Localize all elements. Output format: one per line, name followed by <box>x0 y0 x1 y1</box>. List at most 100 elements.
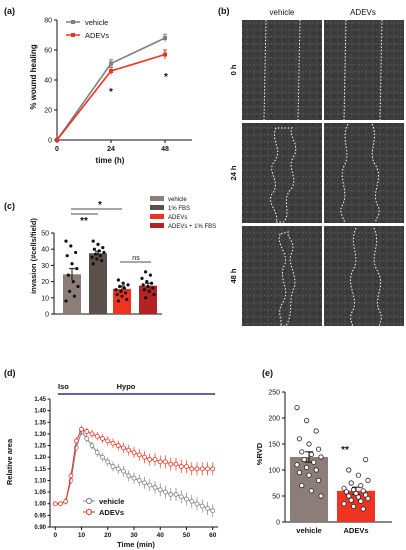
panel-c-datapoint <box>144 296 148 300</box>
panel-c-annotation-3: ns <box>132 255 140 262</box>
legend-swatch-1fbs <box>150 205 164 210</box>
panel-d-point-adevs <box>58 501 63 507</box>
panel-c-datapoint <box>126 283 130 287</box>
panel-d: (d) Iso Hypo 0.90 0.95 1.00 1.05 1.10 1.15 1.2… <box>4 368 218 549</box>
panel-a-legend: vehicle ADEVs <box>66 18 109 40</box>
panel-c-datapoint <box>95 257 99 261</box>
wound-edge-adevs-24h-right <box>371 123 380 224</box>
condition-label-iso: Iso <box>58 382 69 391</box>
panel-d-point-vehicle <box>152 485 158 490</box>
panel-d-ytick-label: 1.00 <box>34 502 46 508</box>
panel-d-point-vehicle <box>189 498 195 504</box>
panel-b-row-48h: 48 h <box>229 268 238 283</box>
panel-d-ytick-label: 0.95 <box>34 513 46 519</box>
panel-c-datapoint <box>68 289 72 293</box>
panel-e-datapoint <box>299 449 305 455</box>
panel-e-datapoint <box>355 472 361 478</box>
panel-d-point-adevs <box>152 457 158 462</box>
panel-c-datapoint <box>76 284 80 289</box>
panel-d-point-adevs <box>147 457 153 462</box>
panel-e-datapoint <box>315 446 322 452</box>
panel-d-ytick-label: 1.40 <box>34 409 46 415</box>
panel-e-datapoint <box>341 485 347 491</box>
panel-e-datapoint <box>350 487 357 493</box>
panel-e-datapoint <box>303 464 310 470</box>
panel-e-datapoint <box>360 506 366 512</box>
panel-e-datapoint <box>308 488 314 494</box>
micrograph-vehicle-24h <box>242 123 322 223</box>
panel-d-point-vehicle <box>89 443 95 448</box>
panel-c-ytick-label: 20 <box>41 279 49 286</box>
panel-e-datapoint <box>353 490 359 496</box>
panel-e-datapoint <box>358 498 364 504</box>
panel-c-label: (c) <box>4 201 15 211</box>
panel-e-datapoint <box>308 451 314 457</box>
panel-d-point-adevs <box>199 466 205 472</box>
panel-c-ylabel: invasion (#cells/field) <box>29 218 38 294</box>
panel-d-point-vehicle <box>194 501 200 507</box>
panel-a-axes <box>56 20 192 141</box>
panel-c-datapoint <box>102 250 106 255</box>
panel-a-ytick-label: 80 <box>44 18 52 25</box>
panel-d-axes: 0.90 0.95 1.00 1.05 1.10 1.15 1.20 1.25 1.30 1.35… <box>34 397 218 539</box>
panel-c-datapoint <box>101 245 105 250</box>
panel-e-datapoint <box>313 467 319 473</box>
panel-a-point-adevs <box>163 52 167 57</box>
panel-d-point-vehicle <box>84 436 90 441</box>
panel-c-datapoint <box>121 281 125 285</box>
panel-c-datapoint <box>146 284 150 289</box>
panel-c-datapoint <box>145 280 149 284</box>
panel-a-series <box>55 33 167 142</box>
panel-d-xtick-label: 30 <box>130 532 138 539</box>
panel-e-xtick-label: vehicle <box>296 526 321 535</box>
panel-c-bars <box>63 239 157 314</box>
wound-edge-vehicle-48h <box>278 231 296 327</box>
panel-d-ytick-label: 1.25 <box>34 444 46 450</box>
wound-edge-vehicle-0h-right <box>297 19 301 121</box>
panel-e-datapoint <box>348 480 354 486</box>
panel-e-ytick-label: 250 <box>268 390 280 397</box>
panel-d-point-vehicle <box>94 450 100 455</box>
panel-c-datapoint <box>75 267 79 271</box>
panel-e-annotation: ** <box>341 445 349 456</box>
panel-c-ytick-label: 50 <box>41 231 49 238</box>
legend-label-1fbs: 1% FBS <box>168 206 190 212</box>
panel-c-bar <box>89 253 107 314</box>
panel-d-point-adevs <box>173 461 179 467</box>
panel-d-xtick-label: 50 <box>183 532 191 539</box>
panel-a-point-vehicle <box>163 36 167 40</box>
panel-b-label: (b) <box>218 6 230 16</box>
panel-d-point-adevs <box>168 461 174 467</box>
legend-label-adevs: ADEVs <box>168 215 187 221</box>
panel-e-ytick-label: 0 <box>276 520 280 527</box>
panel-c-legend: vehicle 1% FBS ADEVs ADEVs + 1% FBS <box>150 196 216 230</box>
panel-d-point-vehicle <box>126 473 132 479</box>
panel-d-point-vehicle <box>110 464 116 469</box>
panel-e-datapoint <box>315 477 322 483</box>
panel-c-datapoint <box>70 262 74 266</box>
panel-a-ytick-label: 0 <box>48 138 52 145</box>
panel-c-bar <box>113 288 131 314</box>
panel-e-ytick-label: 100 <box>268 468 280 475</box>
panel-d-point-vehicle <box>199 503 205 509</box>
panel-d-point-adevs <box>178 464 184 469</box>
panel-e-datapoint <box>346 493 352 499</box>
panel-d-point-adevs <box>100 436 105 441</box>
panel-d-ytick-label: 1.30 <box>34 432 46 438</box>
panel-c-ytick-label: 0 <box>45 312 49 319</box>
panel-a-ticks: 0 20 40 60 80 0 24 48 <box>44 18 169 154</box>
panel-c-datapoint <box>97 249 101 253</box>
panel-d-point-vehicle <box>163 489 168 495</box>
panel-c-datapoint <box>120 294 124 298</box>
panel-e-datapoint <box>318 454 324 460</box>
panel-d-ylabel: Relative area <box>5 438 14 485</box>
micrograph-vehicle-0h <box>242 20 322 120</box>
panel-a: (a) 0 20 40 60 80 0 24 48 time (h) % wound heal… <box>4 6 192 165</box>
panel-d-point-vehicle <box>157 487 163 493</box>
panel-c-ytick-label: 40 <box>41 247 49 254</box>
panel-c-datapoint <box>116 299 120 303</box>
panel-d-point-vehicle <box>121 468 126 474</box>
panel-d-point-vehicle <box>178 494 184 500</box>
